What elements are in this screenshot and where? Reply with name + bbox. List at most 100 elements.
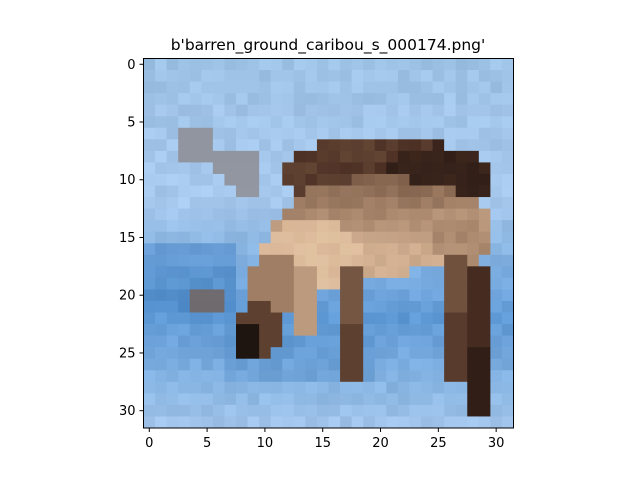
image-pixel xyxy=(490,358,503,371)
image-pixel xyxy=(316,312,329,325)
image-pixel xyxy=(340,324,353,337)
image-pixel xyxy=(397,104,410,117)
image-pixel xyxy=(166,139,179,152)
image-pixel xyxy=(189,254,202,267)
image-pixel xyxy=(212,127,225,140)
image-pixel xyxy=(305,347,318,360)
image-pixel xyxy=(178,185,191,198)
image-pixel xyxy=(444,220,457,233)
image-pixel xyxy=(397,393,410,406)
image-pixel xyxy=(178,312,191,325)
image-pixel xyxy=(166,173,179,186)
image-pixel xyxy=(224,104,237,117)
image-pixel xyxy=(236,243,248,256)
image-pixel xyxy=(328,254,341,267)
image-pixel xyxy=(282,381,295,394)
image-pixel xyxy=(282,393,295,406)
image-pixel xyxy=(374,139,387,152)
image-pixel xyxy=(143,335,156,348)
image-pixel xyxy=(212,370,225,383)
image-pixel xyxy=(490,266,503,279)
image-pixel xyxy=(490,416,503,429)
image-pixel xyxy=(236,93,248,106)
image-pixel xyxy=(236,393,248,406)
image-pixel xyxy=(305,381,318,394)
image-pixel xyxy=(178,150,191,163)
image-pixel xyxy=(143,116,156,129)
image-pixel xyxy=(293,381,306,394)
image-pixel xyxy=(501,243,514,256)
image-pixel xyxy=(247,185,260,198)
image-pixel xyxy=(224,324,237,337)
image-pixel xyxy=(444,197,457,210)
image-pixel xyxy=(328,139,341,152)
image-pixel xyxy=(432,150,445,163)
image-pixel xyxy=(305,358,318,371)
image-pixel xyxy=(305,139,318,152)
image-pixel xyxy=(224,81,237,94)
image-pixel xyxy=(501,139,514,152)
image-pixel xyxy=(178,208,191,221)
image-pixel xyxy=(178,370,191,383)
image-pixel xyxy=(189,358,202,371)
image-pixel xyxy=(501,185,514,198)
image-pixel xyxy=(363,70,376,82)
image-pixel xyxy=(363,243,376,256)
image-pixel xyxy=(247,381,260,394)
image-pixel xyxy=(282,300,295,313)
image-pixel xyxy=(444,289,457,302)
image-pixel xyxy=(270,266,283,279)
image-pixel xyxy=(212,231,225,244)
image-pixel xyxy=(270,243,283,256)
image-pixel xyxy=(397,231,410,244)
image-pixel xyxy=(421,393,433,406)
image-pixel xyxy=(386,185,399,198)
image-pixel xyxy=(166,127,179,140)
image-pixel xyxy=(155,370,168,383)
image-pixel xyxy=(305,197,318,210)
image-pixel xyxy=(166,393,179,406)
image-pixel xyxy=(421,358,433,371)
image-pixel xyxy=(386,324,399,337)
image-pixel xyxy=(282,277,295,290)
image-pixel xyxy=(432,127,445,140)
image-pixel xyxy=(155,381,168,394)
image-pixel xyxy=(421,243,433,256)
image-pixel xyxy=(490,162,503,175)
image-pixel xyxy=(201,208,214,221)
image-pixel xyxy=(374,208,387,221)
image-pixel xyxy=(421,93,433,106)
image-pixel xyxy=(501,312,514,325)
image-pixel xyxy=(189,277,202,290)
image-pixel xyxy=(143,404,156,417)
image-pixel xyxy=(178,70,191,82)
image-pixel xyxy=(166,162,179,175)
image-pixel xyxy=(305,185,318,198)
image-pixel xyxy=(155,220,168,233)
x-tick-label: 15 xyxy=(314,436,331,451)
image-pixel xyxy=(351,335,364,348)
image-pixel xyxy=(328,300,341,313)
image-pixel xyxy=(374,289,387,302)
image-pixel xyxy=(316,347,329,360)
image-pixel xyxy=(178,416,191,429)
image-pixel xyxy=(478,173,491,186)
image-pixel xyxy=(247,277,260,290)
image-pixel xyxy=(282,162,295,175)
image-pixel xyxy=(247,70,260,82)
image-pixel xyxy=(501,358,514,371)
image-pixel xyxy=(432,381,445,394)
image-pixel xyxy=(224,93,237,106)
image-pixel xyxy=(201,300,214,313)
x-tick-label: 30 xyxy=(488,436,505,451)
image-pixel xyxy=(444,416,457,429)
image-pixel xyxy=(363,404,376,417)
x-tick-label: 5 xyxy=(203,436,211,451)
image-pixel xyxy=(363,197,376,210)
image-pixel xyxy=(155,266,168,279)
image-pixel xyxy=(247,162,260,175)
image-pixel xyxy=(293,404,306,417)
image-pixel xyxy=(374,347,387,360)
image-pixel xyxy=(409,393,422,406)
